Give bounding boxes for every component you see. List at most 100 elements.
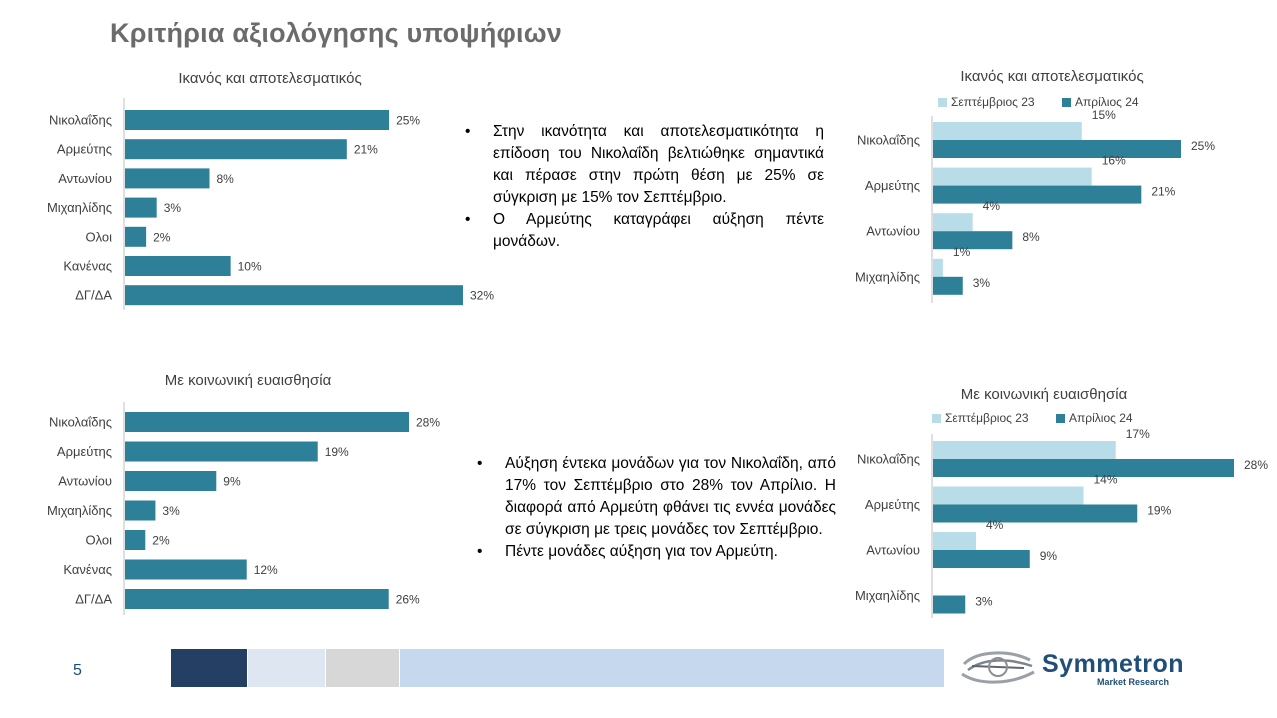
data-label: 28% [416,416,440,430]
category-label: Αντωνίου [866,543,920,558]
category-label: Αντωνίου [866,224,920,239]
bar-april [933,231,1013,250]
bar-april [933,504,1138,523]
data-label: 2% [152,534,170,548]
category-label: ΔΓ/ΔΑ [75,592,112,607]
footer-band-grey [326,649,399,687]
category-label: Μιχαηλίδης [855,588,920,603]
data-label: 19% [1147,504,1171,518]
category-label: Ολοι [85,229,112,244]
data-label: 1% [953,245,971,259]
legend-label: Απρίλιος 24 [1069,411,1133,425]
data-label: 8% [217,172,235,186]
bar-april [933,459,1234,477]
category-label: Μιχαηλίδης [47,503,112,518]
bar [125,226,147,247]
chart-ikanos-single: Ικανός και αποτελεσματικός Νικολαΐδης 25% Α… [47,70,494,310]
bar-april [933,595,966,614]
data-label: 4% [983,199,1001,213]
legend-swatch [1056,414,1065,423]
bullets-top: Στην ικανότητα και αποτελεσματικότητα η … [460,121,824,253]
bar-september [933,122,1082,140]
bar [125,197,157,218]
data-label: 14% [1094,473,1118,487]
data-label: 2% [153,230,171,244]
category-label: Αντωνίου [58,171,112,186]
bullet-item: Πέντε μονάδες αύξηση για τον Αρμεύτη. [472,541,836,563]
data-label: 9% [223,475,241,489]
chart-title: Με κοινωνική ευαισθησία [165,372,332,389]
bar [125,530,146,550]
bullet-item: Αύξηση έντεκα μονάδων για τον Νικολαΐδη,… [472,453,836,541]
legend-label: Απρίλιος 24 [1075,95,1139,109]
data-label: 8% [1022,230,1040,244]
data-label: 3% [975,595,993,609]
logo-tagline: Market Research [1097,677,1170,687]
category-label: Αρμεύτης [57,444,112,459]
footer-band-dark [171,649,247,687]
bar-september [933,486,1084,505]
category-label: Μιχαηλίδης [855,269,920,284]
page-title: Κριτήρια αξιολόγησης υποψήφιων [110,18,562,48]
data-label: 16% [1102,154,1126,168]
data-label: 17% [1126,427,1150,441]
swirl-logo-icon [961,651,1035,684]
category-label: Αρμεύτης [865,178,920,193]
bar-september [933,532,976,550]
data-label: 9% [1040,549,1058,563]
footer-band-pale [248,649,325,687]
footer-band-light [400,649,944,687]
logo-wordmark: Symmetron [1042,650,1185,678]
data-label: 26% [396,593,420,607]
data-label: 3% [162,504,180,518]
category-label: Αρμεύτης [57,142,112,157]
bar-april [933,185,1142,204]
category-label: Νικολαΐδης [857,452,920,467]
data-label: 19% [325,445,349,459]
legend-label: Σεπτέμβριος 23 [945,411,1029,425]
bullet-item: Στην ικανότητα και αποτελεσματικότητα η … [460,121,824,209]
data-label: 4% [986,518,1004,532]
legend-swatch [932,414,941,423]
category-label: Μιχαηλίδης [47,200,112,215]
data-label: 25% [1191,139,1215,153]
bar [125,559,247,580]
data-label: 21% [1151,185,1175,199]
chart-koinoniki-single: Με κοινωνική ευαισθησία Νικολαΐδης 28% Αρμε… [47,372,440,615]
bar-september [933,213,973,232]
bar [125,139,347,160]
bar-september [933,441,1116,459]
symmetron-logo: Symmetron Market Research [958,646,1218,688]
bar [125,285,463,306]
category-label: Ολοι [85,533,112,548]
category-label: Κανένας [63,562,112,577]
bullets-bottom: Αύξηση έντεκα μονάδων για τον Νικολαΐδη,… [472,453,836,563]
data-label: 3% [973,276,991,290]
bar [125,110,390,130]
legend-label: Σεπτέμβριος 23 [951,95,1035,109]
category-label: Αντωνίου [58,474,112,489]
category-label: Αρμεύτης [865,497,920,512]
bar [125,441,318,462]
bar-september [933,258,943,277]
category-label: Κανένας [63,259,112,274]
bar [125,589,389,609]
bar-april [933,276,963,295]
legend-swatch [938,98,947,107]
bar [125,256,231,276]
chart-title: Ικανός και αποτελεσματικός [960,68,1143,85]
page-number: 5 [73,662,82,679]
bar [125,168,210,189]
data-label: 15% [1092,108,1116,122]
category-label: Νικολαΐδης [49,415,112,430]
category-label: Νικολαΐδης [49,113,112,128]
data-label: 25% [396,114,420,128]
bar [125,412,409,432]
data-label: 21% [354,143,378,157]
chart-ikanos-compare: Ικανός και αποτελεσματικός Σεπτέμβριος 23… [855,68,1215,303]
data-label: 32% [470,289,494,303]
chart-title: Ικανός και αποτελεσματικός [178,70,361,87]
bullet-item: Ο Αρμεύτης καταγράφει αύξηση πέντε μονάδ… [460,209,824,253]
data-label: 10% [238,260,262,274]
bar [125,471,217,491]
